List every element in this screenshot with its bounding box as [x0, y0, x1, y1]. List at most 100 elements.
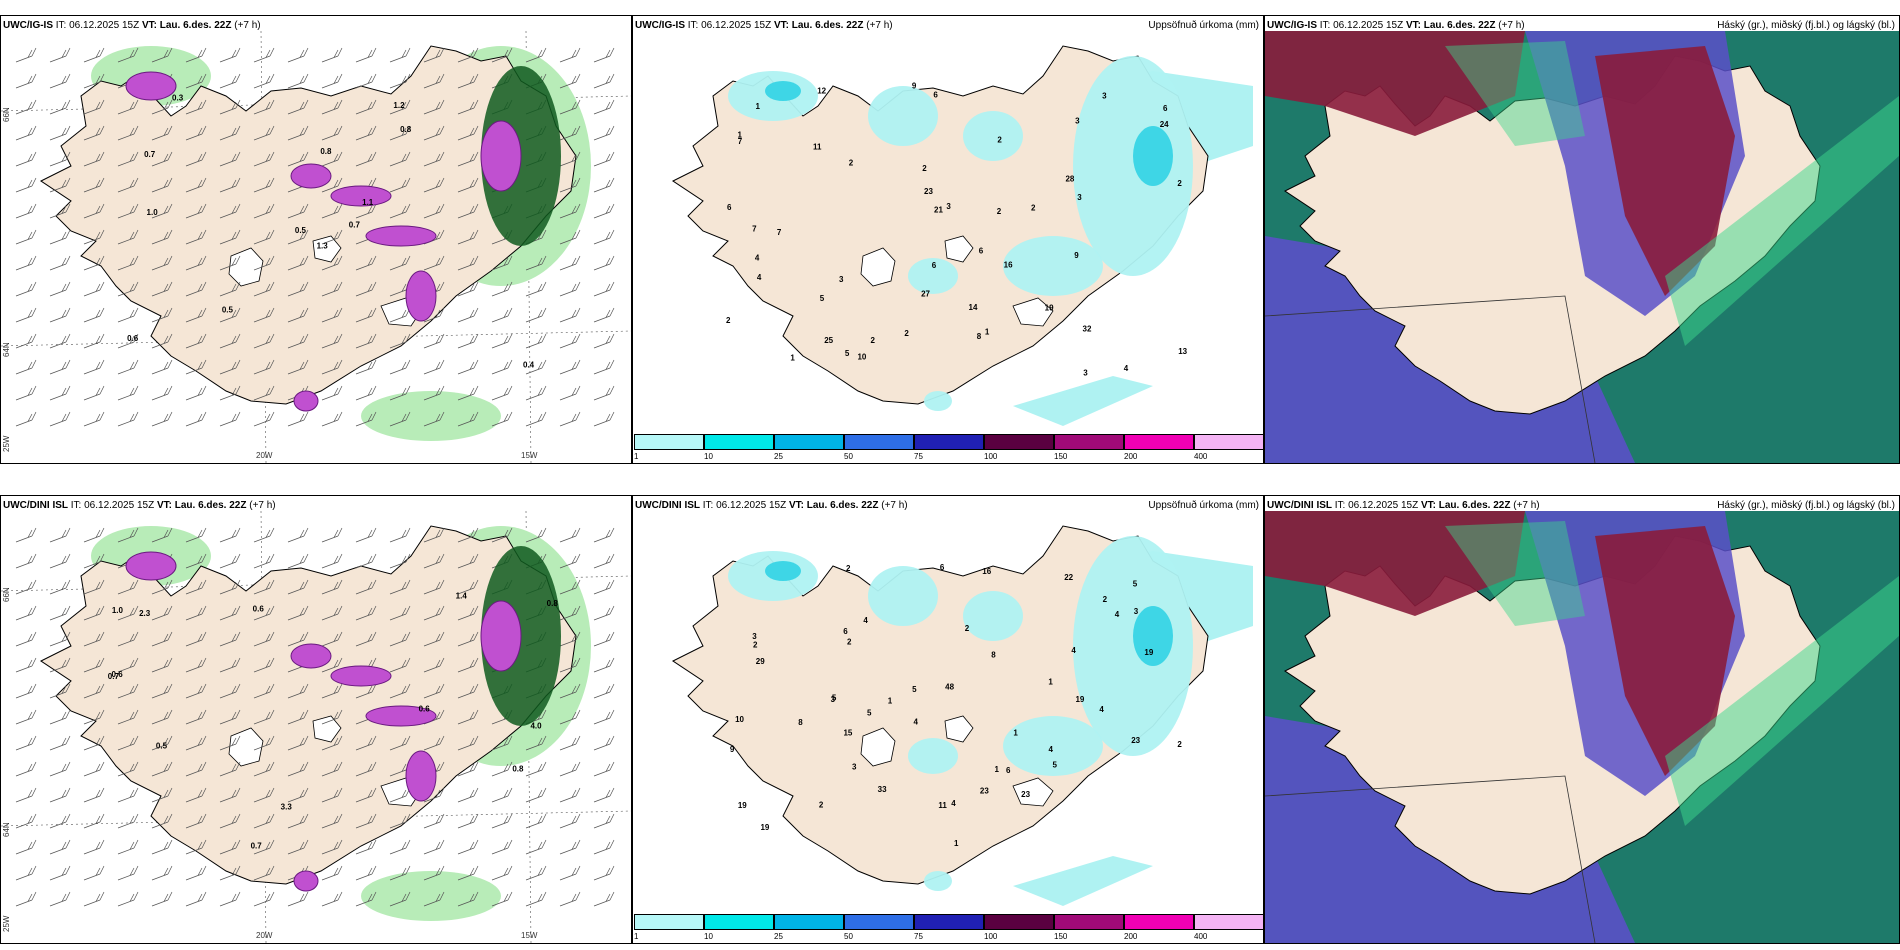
wind-barb: [321, 839, 343, 855]
wind-barb: [355, 787, 377, 803]
wind-barb: [219, 125, 241, 141]
wind-barb: [219, 761, 241, 777]
wind-barb: [49, 891, 71, 907]
wind-barb: [287, 255, 309, 271]
wind-barb: [457, 605, 479, 621]
wind-barb: [491, 891, 513, 907]
map-value-label: 5: [1133, 580, 1138, 589]
wind-barb: [287, 307, 309, 323]
wind-barb: [253, 385, 275, 401]
wind-barb: [525, 411, 547, 427]
wind-barb: [593, 553, 615, 569]
map-value-label: 1.2: [393, 101, 405, 110]
wind-barb: [389, 333, 411, 349]
wind-barb: [423, 333, 445, 349]
wind-barb: [457, 385, 479, 401]
wind-barb: [287, 605, 309, 621]
legend-tick-label: 150: [1054, 932, 1068, 941]
wind-barb: [559, 125, 581, 141]
wind-barb: [253, 47, 275, 63]
wind-barb: [15, 151, 37, 167]
wind-barb: [151, 307, 173, 323]
map-value-label: 8: [798, 718, 803, 727]
wind-barb: [219, 411, 241, 427]
wind-barb: [185, 865, 207, 881]
wind-barb: [185, 579, 207, 595]
wind-barb: [83, 865, 105, 881]
wind-barb: [83, 891, 105, 907]
wind-barb: [423, 735, 445, 751]
map-value-label: 4: [755, 254, 760, 263]
wind-barb: [185, 177, 207, 193]
map-value-label: 0.8: [547, 599, 559, 608]
precip-area-heavy: [765, 561, 801, 581]
map-value-label: 2: [819, 801, 824, 810]
panel-header: UWC/IG-IS IT: 06.12.2025 15Z VT: Lau. 6.…: [1267, 20, 1525, 31]
wind-barb: [457, 891, 479, 907]
wind-barb: [593, 359, 615, 375]
map-value-label: 3: [1102, 92, 1107, 101]
map-value-label: 2: [997, 207, 1002, 216]
wind-barb: [117, 47, 139, 63]
legend-swatch: 75: [914, 914, 984, 941]
wind-barb: [83, 359, 105, 375]
wind-barb: [15, 839, 37, 855]
cloud-high: [1265, 511, 1525, 616]
wind-barb: [559, 579, 581, 595]
wind-barb: [15, 411, 37, 427]
wind-barb: [593, 579, 615, 595]
wind-barb: [321, 255, 343, 271]
wind-barb: [253, 99, 275, 115]
wind-barb: [559, 553, 581, 569]
wind-barb: [321, 891, 343, 907]
wind-barb: [151, 579, 173, 595]
wind-barb: [321, 527, 343, 543]
wind-barb: [287, 553, 309, 569]
wind-barb: [355, 333, 377, 349]
wind-barb: [219, 683, 241, 699]
wind-barb: [389, 839, 411, 855]
wind-barb: [185, 411, 207, 427]
wind-barb: [593, 385, 615, 401]
wind-barb: [355, 865, 377, 881]
wind-barb: [355, 605, 377, 621]
wind-barb: [423, 787, 445, 803]
wind-barb: [185, 839, 207, 855]
wind-barb: [83, 787, 105, 803]
cloud-green: [1665, 576, 1899, 826]
legend-tick-label: 1: [634, 452, 639, 461]
map-value-label: 19: [760, 823, 769, 832]
wind-barb: [321, 579, 343, 595]
map-canvas: 1.00.50.70.60.80.60.71.44.00.62.33.30.82…: [1, 510, 631, 943]
wind-barb: [321, 281, 343, 297]
wind-barb: [151, 683, 173, 699]
wind-barb: [151, 839, 173, 855]
wind-barb: [593, 125, 615, 141]
wind-barb: [287, 735, 309, 751]
wind-barb: [117, 151, 139, 167]
map-value-label: 9: [912, 81, 917, 90]
wind-barb: [423, 73, 445, 89]
panel-ig-precip: UWC/IG-IS IT: 06.12.2025 15Z VT: Lau. 6.…: [632, 15, 1264, 464]
wind-barb: [491, 735, 513, 751]
wind-barb: [185, 735, 207, 751]
wind-barb: [321, 307, 343, 323]
map-value-label: 8: [991, 651, 996, 660]
wind-barb: [525, 865, 547, 881]
wind-barb: [49, 553, 71, 569]
wind-barb: [117, 333, 139, 349]
map-value-label: 29: [756, 657, 765, 666]
wind-barb: [457, 229, 479, 245]
precip-legend: 1 10 25 50 75 100 150 200 400: [634, 914, 1263, 941]
wind-barb: [525, 281, 547, 297]
map-value-label: 1: [790, 354, 795, 363]
wind-barb: [287, 891, 309, 907]
wind-barb: [389, 891, 411, 907]
wind-barb: [355, 891, 377, 907]
wind-barb: [117, 631, 139, 647]
wind-barb: [151, 787, 173, 803]
wind-barb: [559, 865, 581, 881]
precip-area: [1073, 536, 1193, 756]
wind-barb: [49, 605, 71, 621]
map-value-label: 0.4: [523, 360, 535, 369]
